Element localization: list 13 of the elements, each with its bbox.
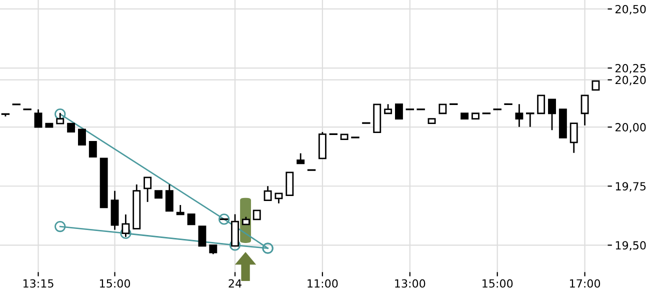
- y-tick-label: 20,25: [616, 64, 646, 74]
- y-tick-label: 20,50: [616, 4, 646, 14]
- x-tick-label: 13:00: [395, 279, 426, 288]
- x-tick-label: 17:00: [570, 279, 600, 288]
- y-tick-label: 19,75: [616, 182, 646, 192]
- y-tick-label: 19,50: [616, 241, 646, 251]
- y-tick-label: 20,20: [616, 76, 646, 86]
- x-tick-label: 24: [228, 279, 242, 288]
- x-tick-label: 15:00: [482, 279, 513, 288]
- y-tick-label: 20,00: [616, 123, 646, 133]
- x-tick-label: 11:00: [308, 279, 338, 288]
- x-tick-label: 13:15: [23, 279, 54, 288]
- x-tick-label: 15:00: [100, 279, 130, 288]
